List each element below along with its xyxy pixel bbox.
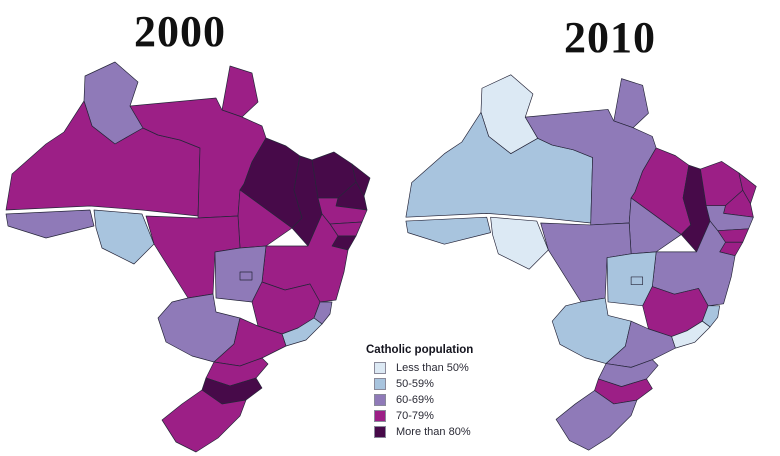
map-title-2000: 2000 xyxy=(134,7,226,56)
map-2010 xyxy=(405,74,757,451)
legend-swatch-70_79 xyxy=(374,410,386,422)
map-2000 xyxy=(5,61,371,453)
state-ro-2000 xyxy=(93,209,155,265)
legend-swatch-50_59 xyxy=(374,378,386,390)
legend-item-gt80: More than 80% xyxy=(366,426,496,438)
legend-label-60_69: 60-69% xyxy=(396,394,434,406)
legend: Catholic population Less than 50% 50-59% 6… xyxy=(366,344,496,442)
state-df-2000 xyxy=(239,271,253,281)
legend-item-lt50: Less than 50% xyxy=(366,362,496,374)
state-es-2000 xyxy=(313,301,333,325)
legend-label-lt50: Less than 50% xyxy=(396,362,469,374)
state-rs-2010 xyxy=(555,390,638,451)
legend-label-50_59: 50-59% xyxy=(396,378,434,390)
legend-label-gt80: More than 80% xyxy=(396,426,471,438)
legend-item-50_59: 50-59% xyxy=(366,378,496,390)
legend-title: Catholic population xyxy=(366,344,474,356)
state-df-2010 xyxy=(630,276,644,285)
state-ac-2010 xyxy=(405,216,491,245)
legend-item-60_69: 60-69% xyxy=(366,394,496,406)
legend-swatch-gt80 xyxy=(374,426,386,438)
legend-swatch-60_69 xyxy=(374,394,386,406)
legend-item-70_79: 70-79% xyxy=(366,410,496,422)
state-ap-2010 xyxy=(613,78,649,129)
map-title-2010: 2010 xyxy=(564,13,656,62)
legend-rows: Less than 50% 50-59% 60-69% 70-79% More than… xyxy=(366,362,496,438)
legend-label-70_79: 70-79% xyxy=(396,410,434,422)
state-es-2010 xyxy=(702,305,721,328)
state-ac-2000 xyxy=(5,209,95,239)
state-rs-2000 xyxy=(161,389,247,453)
legend-swatch-lt50 xyxy=(374,362,386,374)
state-ro-2010 xyxy=(490,216,549,270)
state-ap-2000 xyxy=(221,65,259,118)
